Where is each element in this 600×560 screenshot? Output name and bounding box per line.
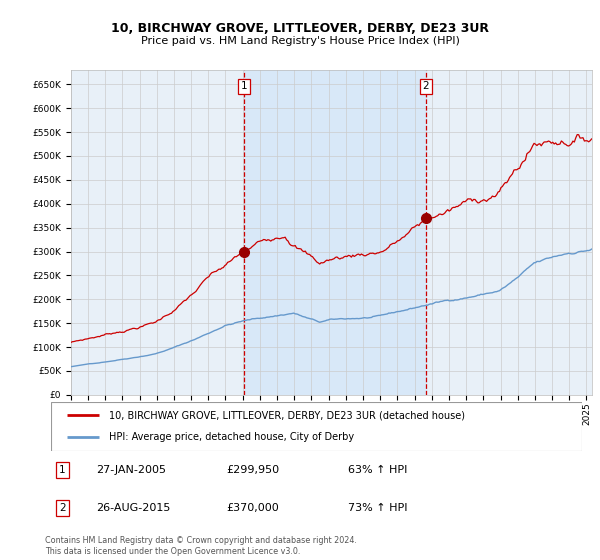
Text: Contains HM Land Registry data © Crown copyright and database right 2024.
This d: Contains HM Land Registry data © Crown c… bbox=[45, 536, 357, 556]
Text: 10, BIRCHWAY GROVE, LITTLEOVER, DERBY, DE23 3UR: 10, BIRCHWAY GROVE, LITTLEOVER, DERBY, D… bbox=[111, 22, 489, 35]
Text: 26-AUG-2015: 26-AUG-2015 bbox=[96, 503, 170, 513]
Text: 27-JAN-2005: 27-JAN-2005 bbox=[96, 465, 166, 475]
Text: 63% ↑ HPI: 63% ↑ HPI bbox=[349, 465, 408, 475]
Text: £370,000: £370,000 bbox=[226, 503, 279, 513]
Text: 73% ↑ HPI: 73% ↑ HPI bbox=[349, 503, 408, 513]
Text: HPI: Average price, detached house, City of Derby: HPI: Average price, detached house, City… bbox=[109, 432, 355, 442]
Text: 10, BIRCHWAY GROVE, LITTLEOVER, DERBY, DE23 3UR (detached house): 10, BIRCHWAY GROVE, LITTLEOVER, DERBY, D… bbox=[109, 410, 466, 421]
Text: 2: 2 bbox=[422, 81, 429, 91]
Bar bbox=[244, 70, 426, 395]
Text: 1: 1 bbox=[59, 465, 65, 475]
Text: £299,950: £299,950 bbox=[226, 465, 280, 475]
Text: Price paid vs. HM Land Registry's House Price Index (HPI): Price paid vs. HM Land Registry's House … bbox=[140, 36, 460, 46]
Text: 1: 1 bbox=[241, 81, 247, 91]
Text: 2: 2 bbox=[59, 503, 65, 513]
